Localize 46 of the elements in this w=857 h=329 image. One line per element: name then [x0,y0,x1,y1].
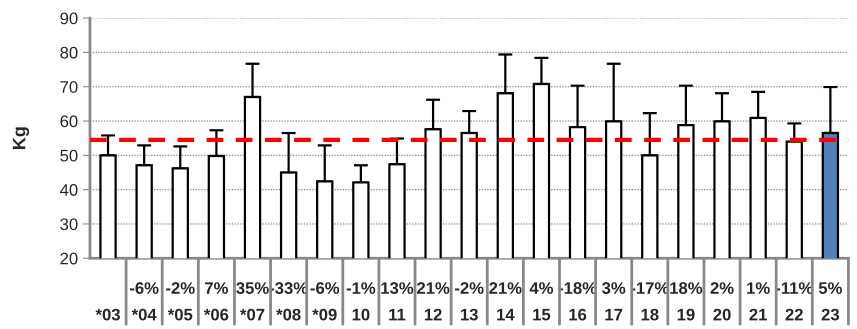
x-tick-label: *06 [204,308,228,321]
x-tick-label: *07 [240,308,264,321]
x-tick-label: 18 [642,308,659,321]
y-tick-label: 40 [60,184,78,196]
y-axis-title: Kg [12,127,30,150]
x-tick-label: *03 [96,308,120,321]
x-tick-label: 20 [713,308,731,321]
y-tick-label: 70 [60,81,78,93]
text: 1% [747,282,770,294]
text: -6% [310,282,340,294]
y-tick-label: 80 [60,46,78,59]
text: 2% [710,282,734,294]
x-tick-label: 11 [389,308,406,320]
text: -2% [455,282,484,294]
text: 21% [416,282,450,294]
x-tick-label: *08 [276,308,301,321]
x-tick-label: 21 [749,308,767,320]
text: -2% [166,282,195,294]
x-tick-label: 12 [424,308,442,320]
text: 13% [381,282,414,294]
text: 3% [602,282,626,294]
text: 21% [489,282,522,294]
y-tick-label: 20 [60,252,78,264]
x-tick-label: *09 [312,308,337,321]
x-tick-label: 16 [569,308,586,321]
x-tick-label: 22 [786,308,803,320]
x-tick-label: 14 [497,308,515,320]
text: -1% [346,282,376,294]
x-tick-label: *05 [168,308,192,321]
text: 7% [205,282,228,294]
x-tick-label: 13 [460,308,478,321]
text: 4% [530,282,554,294]
text: 35% [236,282,269,294]
x-tick-label: 23 [822,308,840,321]
y-tick-label: 30 [60,218,78,230]
x-tick-label: 19 [678,308,695,321]
x-tick-label: *04 [132,308,157,321]
y-tick-label: 50 [60,150,78,162]
x-tick-label: 15 [533,308,550,321]
text: 5% [818,282,842,294]
text: 18% [670,282,702,294]
y-tick-label: 60 [60,115,78,128]
y-tick-label: 90 [60,12,78,24]
x-tick-label: 10 [352,308,370,321]
text: -6% [130,282,159,294]
x-tick-label: 17 [605,308,622,320]
